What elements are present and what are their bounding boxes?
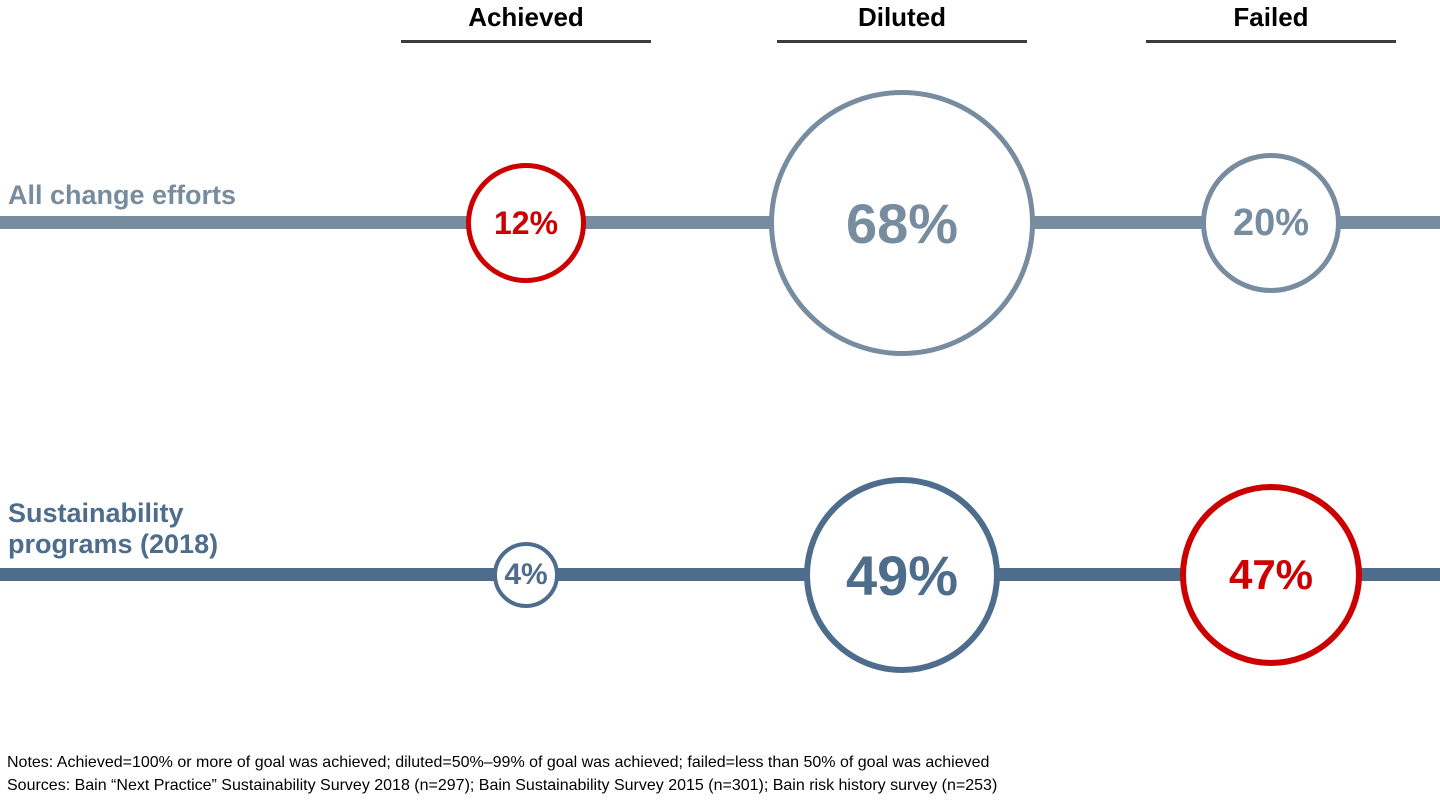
row-label-all-change-efforts: All change efforts [8,180,237,210]
sources-line: Sources: Bain “Next Practice” Sustainabi… [7,777,998,794]
footnotes: Notes: Achieved=100% or more of goal was… [7,751,997,797]
bubble-value-label: 20% [1232,201,1310,244]
column-header-label: Achieved [468,2,584,32]
bubble-value-label: 12% [493,204,559,241]
bubble-value-label: 49% [845,543,959,607]
column-header-label: Failed [1233,2,1309,32]
axis-line-sustainability-programs [0,568,1440,581]
header-underline [1146,40,1396,43]
bubble-row2-achieved: 4% [493,542,559,608]
bubble-row2-failed: 47% [1180,484,1362,666]
column-header-label: Diluted [857,2,947,32]
header-underline [777,40,1027,43]
bubble-value-label: 4% [504,558,548,591]
axis-line-all-change-efforts [0,216,1440,229]
bubble-value-label: 47% [1228,551,1314,598]
bubble-row2-diluted: 49% [804,477,1000,673]
bubble-row1-failed: 20% [1201,153,1341,293]
column-header-failed: Failed [1146,2,1396,43]
bubble-row1-achieved: 12% [466,163,586,283]
bubble-value-label: 68% [845,191,959,255]
bubble-row1-diluted: 68% [769,90,1035,356]
column-header-achieved: Achieved [401,2,651,43]
column-header-diluted: Diluted [777,2,1027,43]
header-underline [401,40,651,43]
notes-line: Notes: Achieved=100% or more of goal was… [7,754,990,771]
row-label-sustainability-programs: Sustainability programs (2018) [8,498,219,559]
